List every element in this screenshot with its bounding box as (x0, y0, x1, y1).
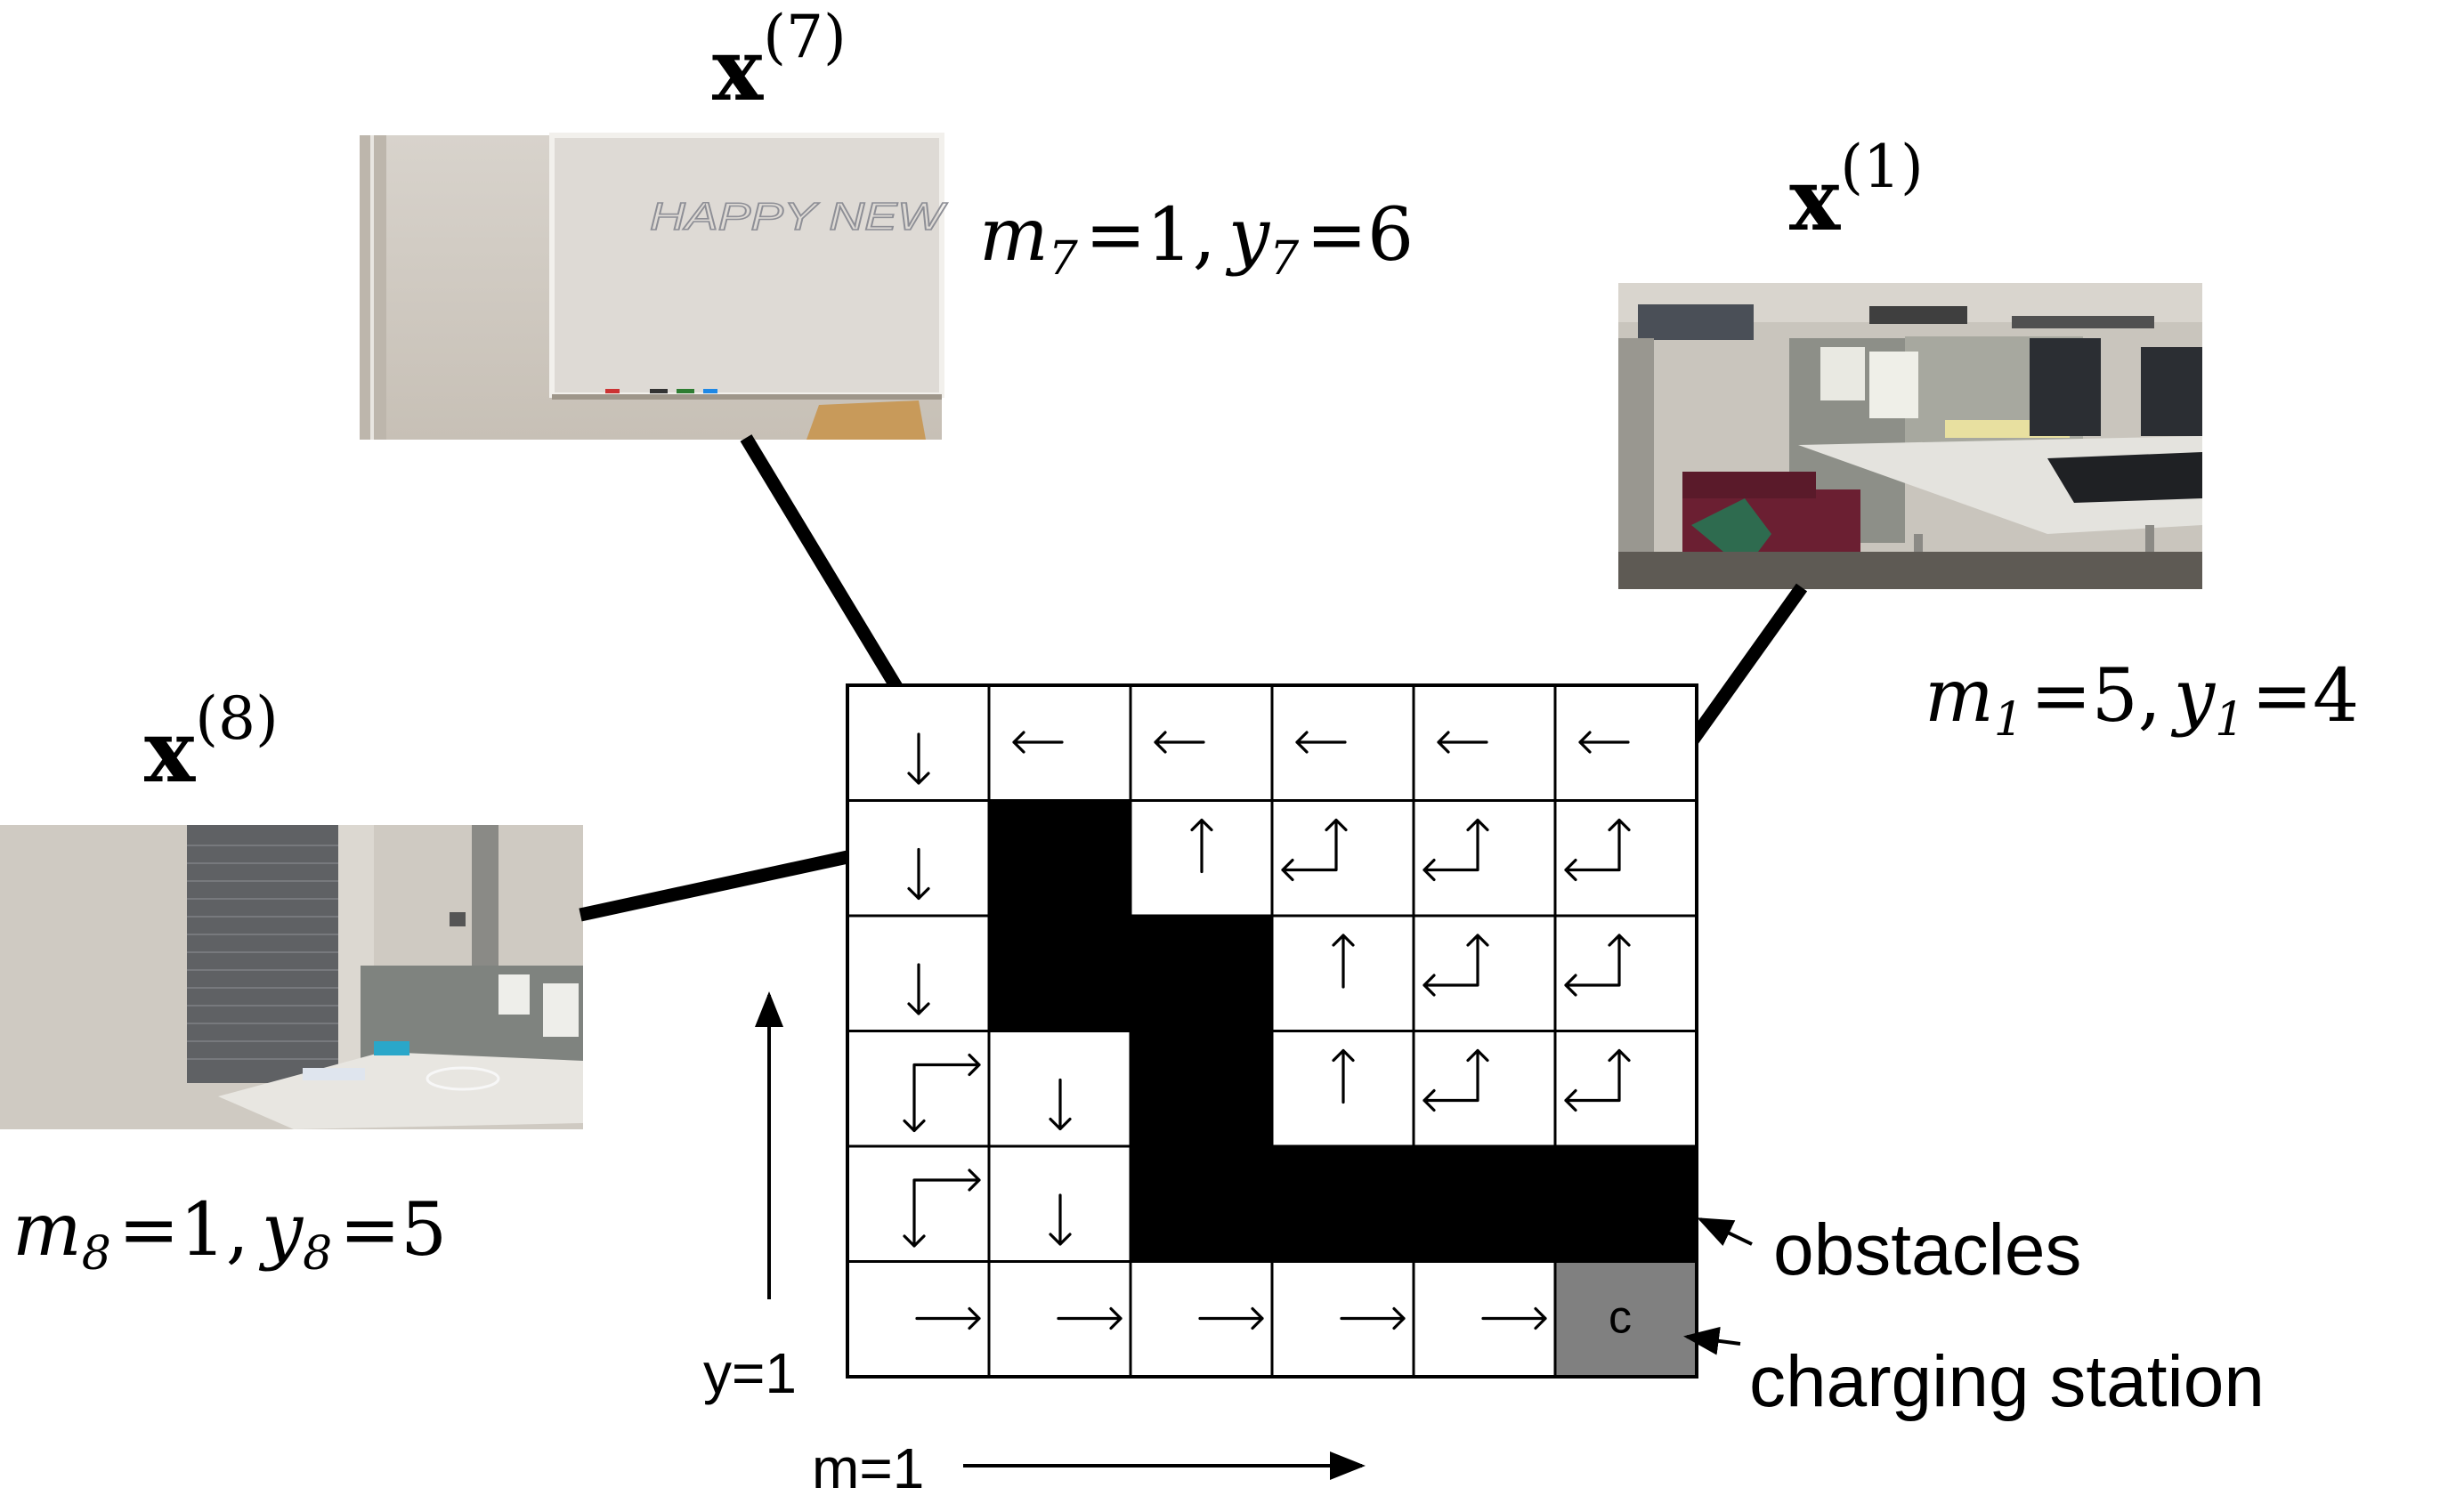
x8-m-sub: 8 (82, 1227, 111, 1281)
policy-arrow-right (1340, 1306, 1406, 1330)
policy-arrow-up-left (1422, 818, 1489, 882)
policy-arrow-down (1049, 1078, 1072, 1131)
obstacle-cell (987, 799, 1132, 918)
grid-cell (1553, 1030, 1698, 1148)
x8-m: m (12, 1188, 82, 1273)
obstacle-cell (1553, 1144, 1698, 1263)
x1-y-sub: 1 (2215, 693, 2244, 747)
charging-station-label: charging station (1749, 1341, 2265, 1422)
x7-m: m (979, 193, 1049, 278)
x1-y: y (2170, 654, 2217, 739)
obstacle-cell (987, 914, 1132, 1032)
y-axis-label: y=1 (703, 1341, 797, 1405)
m-axis-label: m=1 (812, 1436, 924, 1500)
obstacles-label: obstacles (1773, 1209, 2081, 1290)
x8-y-val: =5 (339, 1188, 447, 1273)
grid-cell (1553, 914, 1698, 1032)
policy-arrow-up (1332, 934, 1355, 989)
x7-y-sub: 7 (1269, 232, 1300, 286)
x1-values: m1=5, y1=4 (1925, 654, 2359, 747)
photo-x1 (1618, 283, 2202, 589)
policy-arrow-up-left (1422, 1048, 1489, 1112)
connector-x7 (740, 434, 923, 724)
obstacle-cell (1129, 1144, 1274, 1263)
x7-values: m7=1, y7=6 (979, 193, 1414, 286)
obstacle-cell (1129, 1030, 1274, 1148)
obstacle-cell (1270, 1144, 1415, 1263)
grid-cell (1412, 1030, 1557, 1148)
x7-y-val: =6 (1306, 193, 1414, 278)
policy-arrow-left (1437, 731, 1488, 754)
x7-base: x (712, 20, 764, 120)
policy-arrow-right (915, 1306, 981, 1330)
x7-m-val: =1, (1085, 193, 1216, 278)
policy-arrow-up-left (1564, 934, 1631, 997)
photo-x7: HAPPY NEW (360, 133, 948, 440)
policy-arrow-left (1154, 731, 1205, 754)
policy-arrow-up-left (1564, 818, 1631, 882)
obstacles-pointer (1697, 1217, 1753, 1247)
grid-cell (1412, 914, 1557, 1032)
policy-arrow-down (1049, 1193, 1072, 1246)
x1-m-sub: 1 (1994, 693, 2023, 747)
grid-border (846, 683, 1698, 1379)
x1-symbol: x(1) (1789, 133, 1924, 250)
policy-arrow-up-left (1422, 934, 1489, 997)
charging-station-symbol: c (1609, 1292, 1632, 1344)
policy-arrow-left (1012, 731, 1064, 754)
x7-y: y (1225, 193, 1271, 278)
charging-station-cell (1553, 1260, 1698, 1379)
x8-values: m8=1, y8=5 (12, 1188, 447, 1281)
grid-cell (1412, 799, 1557, 918)
policy-arrow-right (1198, 1306, 1264, 1330)
grid-world: c (846, 683, 1698, 1379)
grid-cell (846, 1144, 991, 1263)
x7-symbol: x(7) (712, 3, 847, 120)
x8-symbol: x(8) (144, 684, 279, 802)
grid-cell (846, 1030, 991, 1148)
connector-x8 (579, 840, 895, 922)
policy-arrow-left (1295, 731, 1347, 754)
x7-m-sub: 7 (1049, 232, 1079, 286)
x1-y-val: =4 (2251, 654, 2359, 739)
policy-arrow-down-right (903, 1053, 981, 1133)
x1-sup: (1) (1840, 133, 1924, 201)
x8-y-sub: 8 (303, 1227, 332, 1281)
policy-arrow-down (907, 732, 930, 785)
x8-base: x (144, 701, 196, 802)
x8-y: y (258, 1188, 304, 1273)
x1-m-val: =5, (2030, 654, 2161, 739)
obstacle-cell (1412, 1144, 1557, 1263)
obstacle-cell (1129, 914, 1274, 1032)
x8-m-val: =1, (118, 1188, 249, 1273)
policy-arrow-right (1481, 1306, 1547, 1330)
policy-arrow-left (1578, 731, 1630, 754)
policy-arrow-down (907, 963, 930, 1015)
x1-m: m (1925, 654, 1994, 739)
x7-sup: (7) (763, 3, 847, 71)
x8-sup: (8) (195, 684, 279, 753)
policy-arrow-right (1057, 1306, 1123, 1330)
policy-arrow-down-right (903, 1168, 981, 1248)
whiteboard-text: HAPPY NEW (650, 195, 947, 239)
grid-cell (1553, 799, 1698, 918)
policy-arrow-up (1190, 818, 1213, 874)
policy-arrow-up-left (1281, 818, 1348, 882)
policy-arrow-down (907, 847, 930, 901)
photo-x8 (0, 825, 583, 1129)
x1-base: x (1789, 150, 1841, 250)
policy-arrow-up (1332, 1048, 1355, 1104)
policy-arrow-up-left (1564, 1048, 1631, 1112)
charging-pointer (1683, 1326, 1741, 1355)
grid-cell (1270, 799, 1415, 918)
